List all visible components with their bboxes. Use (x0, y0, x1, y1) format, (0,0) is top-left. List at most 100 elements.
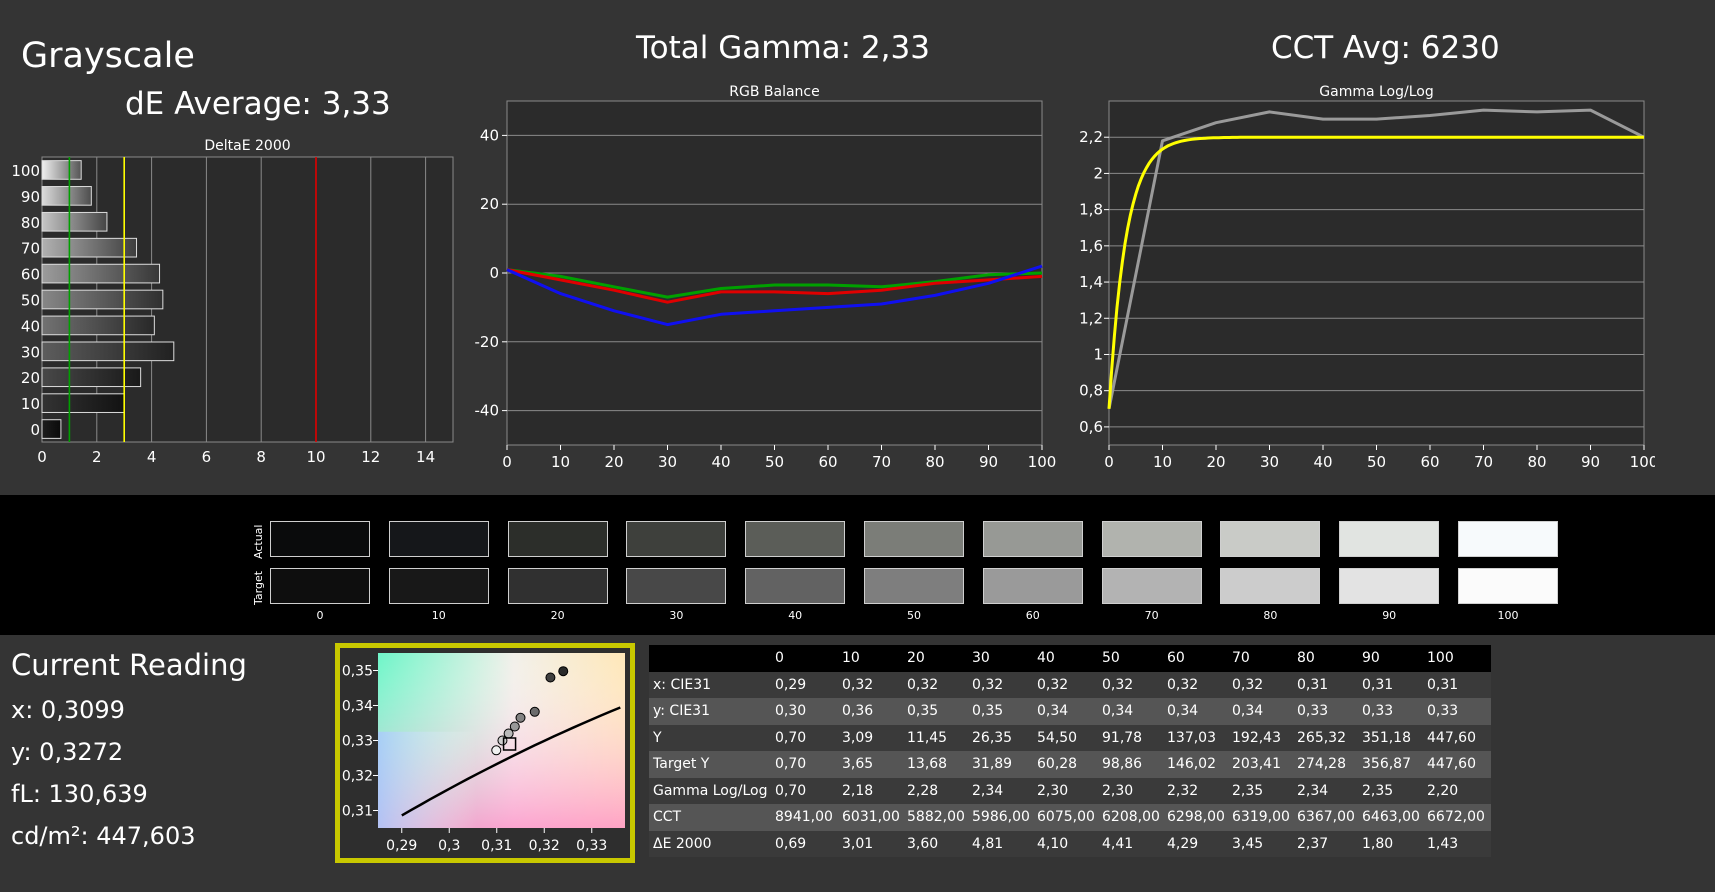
table-cell: 6319,00 (1228, 804, 1293, 831)
measurement-point (545, 672, 556, 683)
reading-y: y: 0,3272 (11, 738, 124, 766)
x-tick-label: 0 (37, 448, 47, 466)
x-tick-label: 10 (551, 453, 570, 471)
y-tick-label: 1,8 (1079, 201, 1103, 219)
x-tick-label: 12 (361, 448, 380, 466)
actual-swatch (626, 521, 727, 557)
row-label: x: CIE31 (649, 671, 771, 698)
table-cell: 0,32 (1163, 671, 1228, 698)
y-tick-label: 30 (21, 343, 40, 361)
table-cell: 2,35 (1228, 777, 1293, 804)
y-tick-label: 0 (489, 264, 499, 282)
actual-swatch (507, 521, 608, 557)
y-tick-label: 1,2 (1079, 309, 1103, 327)
table-cell: 0,70 (771, 751, 838, 778)
table-cell: 0,70 (771, 724, 838, 751)
table-cell: 0,33 (1293, 698, 1358, 725)
measurement-point (529, 706, 540, 717)
y-tick-label: 50 (21, 292, 40, 310)
table-cell: 31,89 (968, 751, 1033, 778)
x-tick-label: 0,32 (529, 838, 560, 854)
x-tick-label: 2 (92, 448, 102, 466)
table-cell: 351,18 (1358, 724, 1423, 751)
target-swatch (507, 568, 608, 604)
table-cell: 0,33 (1423, 698, 1491, 725)
measurement-point (491, 745, 502, 756)
table-cell: 0,35 (903, 698, 968, 725)
delta-bar (41, 419, 62, 439)
target-swatch (1220, 568, 1321, 604)
x-tick-label: 0 (502, 453, 512, 471)
table-cell: 54,50 (1033, 724, 1098, 751)
measured-gamma-line (1107, 108, 1645, 410)
swatch-level-label: 40 (788, 609, 803, 622)
y-tick-label: 70 (21, 240, 40, 258)
x-tick-label: 30 (1260, 453, 1279, 471)
table-cell: 8941,00 (771, 804, 838, 831)
table-cell: 3,45 (1228, 830, 1293, 857)
table-header-cell: 40 (1033, 645, 1098, 672)
deltae-bar-chart: DeltaE 2000 0 2 4 6 8 10 12 14 0 10 20 30 40 50 60 70 80 9… (11, 138, 454, 466)
y-tick-label: 1,6 (1079, 237, 1103, 255)
target-swatch (1339, 568, 1440, 604)
target-swatch (745, 568, 846, 604)
swatch-level-label: 10 (431, 609, 446, 622)
swatch-level-label: 30 (669, 609, 684, 622)
table-header-cell: 100 (1423, 645, 1491, 672)
cie-chromaticity-chart: 0,35 0,34 0,33 0,32 0,31 0,29 0,3 0,31 0,32 0,33 (342, 653, 625, 854)
swatch-row-label-actual: Actual (252, 524, 265, 559)
delta-bar (41, 186, 92, 206)
cie-background-overlay (378, 731, 625, 828)
table-row: Y 0,70 3,09 11,45 26,35 54,50 91,78 137,03 192,4… (649, 724, 1491, 751)
table-cell: 2,30 (1098, 777, 1163, 804)
table-cell: 0,29 (771, 671, 838, 698)
target-swatch (388, 568, 489, 604)
y-tick-label: 0,8 (1079, 382, 1103, 400)
table-cell: 137,03 (1163, 724, 1228, 751)
y-tick-label: 2,2 (1079, 128, 1103, 146)
table-cell: 3,09 (838, 724, 903, 751)
delta-bar (41, 393, 125, 413)
table-cell: 192,43 (1228, 724, 1293, 751)
x-tick-label: 40 (1313, 453, 1332, 471)
row-label: Y (649, 724, 771, 751)
table-cell: 0,70 (771, 777, 838, 804)
y-tick-label: 0,6 (1079, 418, 1103, 436)
swatch-level-label: 0 (316, 609, 324, 622)
delta-bar (41, 211, 108, 232)
target-swatch (1458, 568, 1558, 604)
table-cell: 356,87 (1358, 751, 1423, 778)
table-header-cell (649, 645, 771, 672)
row-label: ΔE 2000 (649, 830, 771, 857)
x-tick-label: 0,33 (576, 838, 607, 854)
y-tick-label: -20 (475, 333, 500, 351)
row-label: CCT (649, 804, 771, 831)
reading-cdm2: cd/m²: 447,603 (11, 822, 196, 850)
x-tick-label: 70 (872, 453, 891, 471)
table-cell: 6463,00 (1358, 804, 1423, 831)
target-swatch (864, 568, 964, 604)
delta-bar (41, 289, 164, 310)
y-tick-label: 0,33 (342, 734, 373, 750)
table-cell: 5986,00 (968, 804, 1033, 831)
table-cell: 0,36 (838, 698, 903, 725)
actual-swatch (982, 521, 1083, 557)
plot-area (1108, 100, 1645, 446)
table-cell: 1,80 (1358, 830, 1423, 857)
x-tick-label: 70 (1474, 453, 1493, 471)
table-cell: 0,35 (968, 698, 1033, 725)
x-tick-label: 60 (1420, 453, 1439, 471)
table-cell: 2,32 (1163, 777, 1228, 804)
x-tick-label: 10 (1153, 453, 1172, 471)
table-header-cell: 80 (1293, 645, 1358, 672)
rgb-balance-chart: RGB Balance 40 20 0 -20 -40 0 10 20 30 40 50 60 70 80 9… (475, 84, 1057, 471)
target-swatch (982, 568, 1083, 604)
table-cell: 2,37 (1293, 830, 1358, 857)
x-tick-label: 90 (1581, 453, 1600, 471)
x-tick-label: 90 (979, 453, 998, 471)
chart-title: Gamma Log/Log (1319, 84, 1433, 100)
x-tick-label: 20 (604, 453, 623, 471)
table-cell: 4,29 (1163, 830, 1228, 857)
x-tick-label: 6 (202, 448, 212, 466)
swatch-row-label-target: Target (252, 570, 265, 605)
